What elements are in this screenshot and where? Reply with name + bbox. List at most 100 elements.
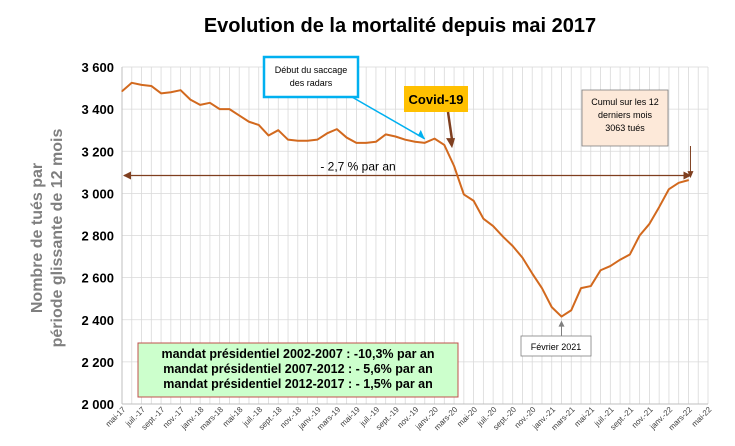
radars-annotation-text: Début du saccage: [275, 65, 348, 75]
data-point: [639, 234, 641, 237]
data-point: [619, 259, 621, 261]
data-point: [189, 99, 191, 101]
data-point: [424, 142, 426, 144]
data-point: [180, 89, 182, 91]
series-layer: [121, 81, 690, 318]
fevrier-arrow-head: [558, 320, 565, 327]
data-point: [687, 179, 690, 181]
data-point: [560, 315, 563, 318]
data-point: [473, 200, 475, 202]
x-tick-group: mai-22: [690, 405, 714, 429]
data-point: [599, 269, 602, 271]
data-point: [609, 265, 611, 267]
cumul-annotation-box: [581, 89, 669, 147]
chart-title: Evolution de la mortalité depuis mai 201…: [204, 15, 596, 37]
data-point: [492, 225, 494, 227]
x-tick-label: mai-22: [690, 405, 714, 429]
x-tick-label: mai-21: [573, 405, 597, 429]
data-point: [453, 165, 455, 167]
data-point: [287, 139, 289, 141]
y-tick-label: 3 400: [81, 102, 114, 117]
data-point: [541, 287, 543, 289]
x-tick-group: mai-18: [221, 405, 245, 429]
covid-annotation-arrow: [446, 111, 454, 141]
y-axis-label-line1: Nombre de tués par: [29, 163, 46, 313]
x-tick-group: mai-20: [455, 405, 479, 429]
data-point: [375, 141, 377, 143]
data-point: [170, 91, 172, 93]
data-point: [228, 108, 231, 110]
data-point: [678, 182, 680, 184]
data-point: [658, 206, 660, 208]
data-point: [394, 135, 397, 138]
mandats-annotation-text: mandat présidentiel 2007-2012 : - 5,6% p…: [163, 362, 433, 376]
y-axis-label-line2: période glissante de 12 mois: [49, 129, 66, 348]
cumul-arrow-head: [687, 171, 694, 179]
radars-annotation-box: [262, 55, 360, 99]
trend-layer: - 2,7 % par an: [123, 159, 692, 180]
data-point: [121, 90, 123, 92]
y-tick-label: 2 400: [81, 313, 114, 328]
data-point: [131, 82, 133, 84]
cumul-annotation-text: derniers mois: [598, 110, 653, 120]
data-point: [443, 144, 445, 146]
data-point: [570, 309, 572, 311]
data-point: [306, 140, 309, 142]
y-tick-label: 2 000: [81, 397, 114, 412]
y-tick-label: 2 200: [81, 355, 114, 370]
data-point: [385, 133, 387, 135]
mandats-annotation-text: mandat présidentiel 2002-2007 : -10,3% p…: [161, 347, 434, 361]
cumul-annotation-text: Cumul sur les 12: [591, 97, 659, 107]
data-point: [336, 128, 338, 130]
data-point: [140, 84, 143, 86]
data-point: [248, 121, 250, 123]
covid-arrow-head: [446, 138, 456, 149]
fevrier-annotation-box: [520, 335, 592, 357]
cumul-annotation-text: 3063 tués: [605, 123, 645, 133]
trend-label: - 2,7 % par an: [320, 159, 395, 173]
data-point: [433, 138, 436, 140]
annotation-layer: Début du saccage des radars Covid-19 Cumul …: [137, 55, 694, 398]
data-point: [580, 287, 582, 289]
data-point: [414, 141, 416, 143]
x-tick-group: mai-19: [338, 405, 362, 429]
data-point: [668, 188, 670, 190]
y-tick-label: 2 600: [81, 271, 114, 286]
data-point: [277, 129, 279, 131]
x-tick-label: mai-20: [455, 405, 479, 429]
y-axis-label: Nombre de tués par période glissante de …: [29, 129, 66, 348]
data-point: [482, 218, 484, 220]
data-point: [267, 134, 270, 137]
x-tick-label: mai-19: [338, 405, 362, 429]
data-point: [502, 235, 504, 238]
data-point: [512, 245, 514, 247]
data-point: [590, 285, 592, 287]
data-point: [463, 193, 465, 196]
mandats-annotation-text: mandat présidentiel 2012-2017 : - 1,5% p…: [163, 377, 433, 391]
data-point: [238, 114, 240, 117]
data-point: [297, 140, 299, 142]
radars-annotation-arrow: [351, 96, 426, 140]
fevrier-annotation-text: Février 2021: [531, 342, 582, 352]
y-tick-label: 2 800: [81, 229, 114, 244]
data-point: [521, 257, 524, 259]
covid-annotation-box: [404, 86, 468, 112]
x-tick-group: mai-21: [573, 405, 597, 429]
data-point: [150, 85, 152, 87]
radars-arrow-head: [417, 129, 425, 139]
data-point: [160, 92, 162, 94]
mandats-annotation-box: [137, 342, 459, 398]
data-point: [199, 104, 201, 106]
data-point: [365, 142, 367, 144]
data-point: [404, 139, 406, 141]
y-tick-label: 3 200: [81, 144, 114, 159]
data-point: [629, 253, 631, 256]
data-point: [346, 136, 348, 139]
data-point: [258, 124, 260, 126]
y-tick-label: 3 000: [81, 186, 114, 201]
data-point: [219, 108, 221, 110]
covid-annotation-text: Covid-19: [409, 92, 464, 107]
data-point: [551, 306, 553, 308]
radars-annotation-text: des radars: [290, 78, 333, 88]
